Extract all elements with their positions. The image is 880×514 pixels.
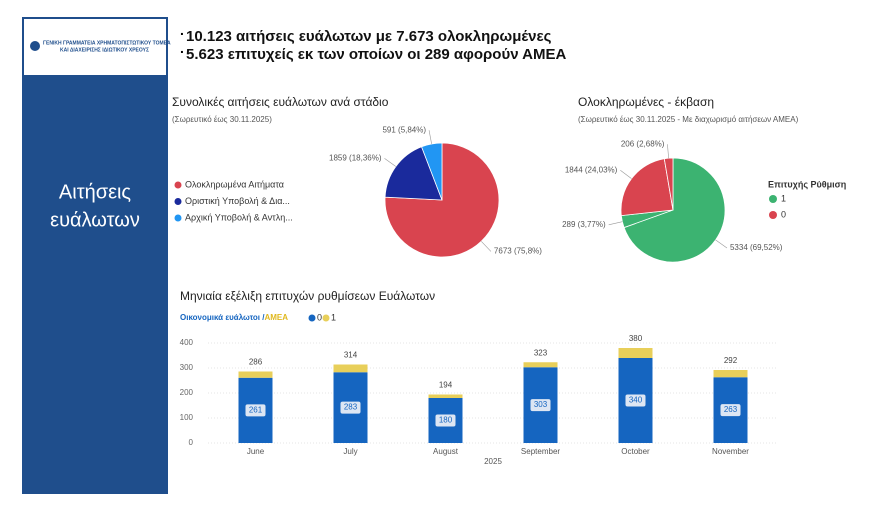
- legend-swatch: [769, 195, 777, 203]
- leader-line: [715, 239, 728, 249]
- value-label: 206 (2,68%): [621, 139, 665, 148]
- value-label: 303: [534, 400, 548, 409]
- y-tick-label: 100: [180, 413, 194, 422]
- legend-title: Επιτυχής Ρύθμιση: [768, 179, 846, 189]
- total-label: 194: [439, 381, 453, 390]
- logo-emblem: [30, 41, 40, 51]
- headline: 5.623 επιτυχείς εκ των οποίων οι 289 αφο…: [186, 46, 566, 63]
- y-tick-label: 300: [180, 363, 194, 372]
- total-label: 292: [724, 356, 738, 365]
- total-label: 380: [629, 334, 643, 343]
- value-label: 263: [724, 405, 738, 414]
- legend-label: Ολοκληρωμένα Αιτήματα: [185, 179, 284, 189]
- chart-title: Συνολικές αιτήσεις ευάλωτων ανά στάδιο: [172, 95, 389, 109]
- total-label: 286: [249, 358, 263, 367]
- y-tick-label: 0: [189, 438, 194, 447]
- leader-line: [481, 241, 492, 252]
- pie-slice: [623, 157, 726, 263]
- legend-swatch: [308, 314, 316, 322]
- value-label-box: [530, 399, 551, 412]
- x-tick-label: October: [621, 447, 650, 456]
- y-tick-label: 400: [180, 338, 194, 347]
- sidebar-title: Αιτήσεις: [59, 181, 132, 203]
- legend-title: Οικονομικά ευάλωτοι /: [180, 313, 265, 322]
- x-tick-label: September: [521, 447, 560, 456]
- leader-line: [384, 158, 397, 167]
- x-tick-label: November: [712, 447, 749, 456]
- value-label: 261: [249, 405, 263, 414]
- bar-segment: [333, 364, 368, 373]
- legend-swatch: [769, 211, 777, 219]
- legend-swatch: [322, 314, 330, 322]
- logo-text: ΓΕΝΙΚΗ ΓΡΑΜΜΑΤΕΙΑ ΧΡΗΜΑΤΟΠΙΣΤΩΤΙΚΟΥ ΤΟΜΕ…: [43, 40, 171, 46]
- pie-slice: [620, 158, 674, 217]
- value-label-box: [340, 401, 361, 414]
- bar-segment: [523, 362, 558, 368]
- legend-label: 1: [331, 312, 336, 322]
- y-tick-label: 200: [180, 388, 194, 397]
- headline: 10.123 αιτήσεις ευάλωτων με 7.673 ολοκλη…: [186, 28, 552, 45]
- value-label: 340: [629, 396, 643, 405]
- chart-title: Ολοκληρωμένες - έκβαση: [578, 95, 714, 109]
- total-label: 314: [344, 351, 358, 360]
- pie-slice: [384, 146, 443, 201]
- bar-segment: [713, 370, 748, 378]
- leader-line: [428, 130, 432, 145]
- x-axis-title: 2025: [484, 457, 502, 466]
- chart-title: Μηνιαία εξέλιξη επιτυχών ρυθμίσεων Ευάλω…: [180, 289, 435, 303]
- bullet-mark: ·: [180, 44, 185, 60]
- bar-segment: [428, 394, 463, 398]
- bar-segment: [618, 348, 653, 358]
- bullet-mark: ·: [180, 26, 185, 42]
- value-label: 5334 (69,52%): [730, 243, 783, 252]
- legend-swatch: [174, 198, 182, 205]
- value-label-box: [245, 404, 266, 417]
- leader-line: [667, 144, 669, 159]
- x-tick-label: August: [433, 447, 459, 456]
- x-tick-label: July: [343, 447, 357, 456]
- total-label: 323: [534, 348, 548, 357]
- legend-label: 1: [781, 193, 786, 203]
- legend-label: 0: [781, 209, 786, 219]
- legend-swatch: [174, 214, 182, 222]
- value-label: 7673 (75,8%): [494, 247, 542, 256]
- value-label-box: [720, 404, 741, 417]
- sidebar: [22, 17, 168, 494]
- legend-swatch: [174, 181, 182, 189]
- value-label: 180: [439, 416, 453, 425]
- x-tick-label: June: [247, 447, 265, 456]
- value-label: 283: [344, 403, 358, 412]
- value-label: 591 (5,84%): [382, 125, 426, 134]
- logo-box: [24, 19, 166, 75]
- bar-segment: [238, 371, 273, 378]
- leader-line: [620, 169, 632, 179]
- chart-subtitle: (Σωρευτικό έως 30.11.2025): [172, 115, 272, 124]
- legend-label: 0: [317, 312, 322, 322]
- legend-title: ΑΜΕΑ: [264, 313, 288, 322]
- sidebar-title: ευάλωτων: [50, 209, 140, 231]
- leader-line: [608, 221, 623, 226]
- value-label-box: [625, 394, 646, 407]
- legend-label: Αρχική Υποβολή & Αντλη...: [185, 212, 293, 222]
- legend-label: Οριστική Υποβολή & Δια...: [185, 196, 290, 206]
- chart-subtitle: (Σωρευτικό έως 30.11.2025 - Με διαχωρισμ…: [578, 115, 799, 124]
- value-label-box: [435, 414, 456, 427]
- value-label: 289 (3,77%): [562, 220, 606, 229]
- value-label: 1859 (18,36%): [329, 153, 382, 162]
- value-label: 1844 (24,03%): [565, 165, 618, 174]
- logo-text: ΚΑΙ ΔΙΑΧΕΙΡΙΣΗΣ ΙΔΙΩΤΙΚΟΥ ΧΡΕΟΥΣ: [60, 47, 149, 53]
